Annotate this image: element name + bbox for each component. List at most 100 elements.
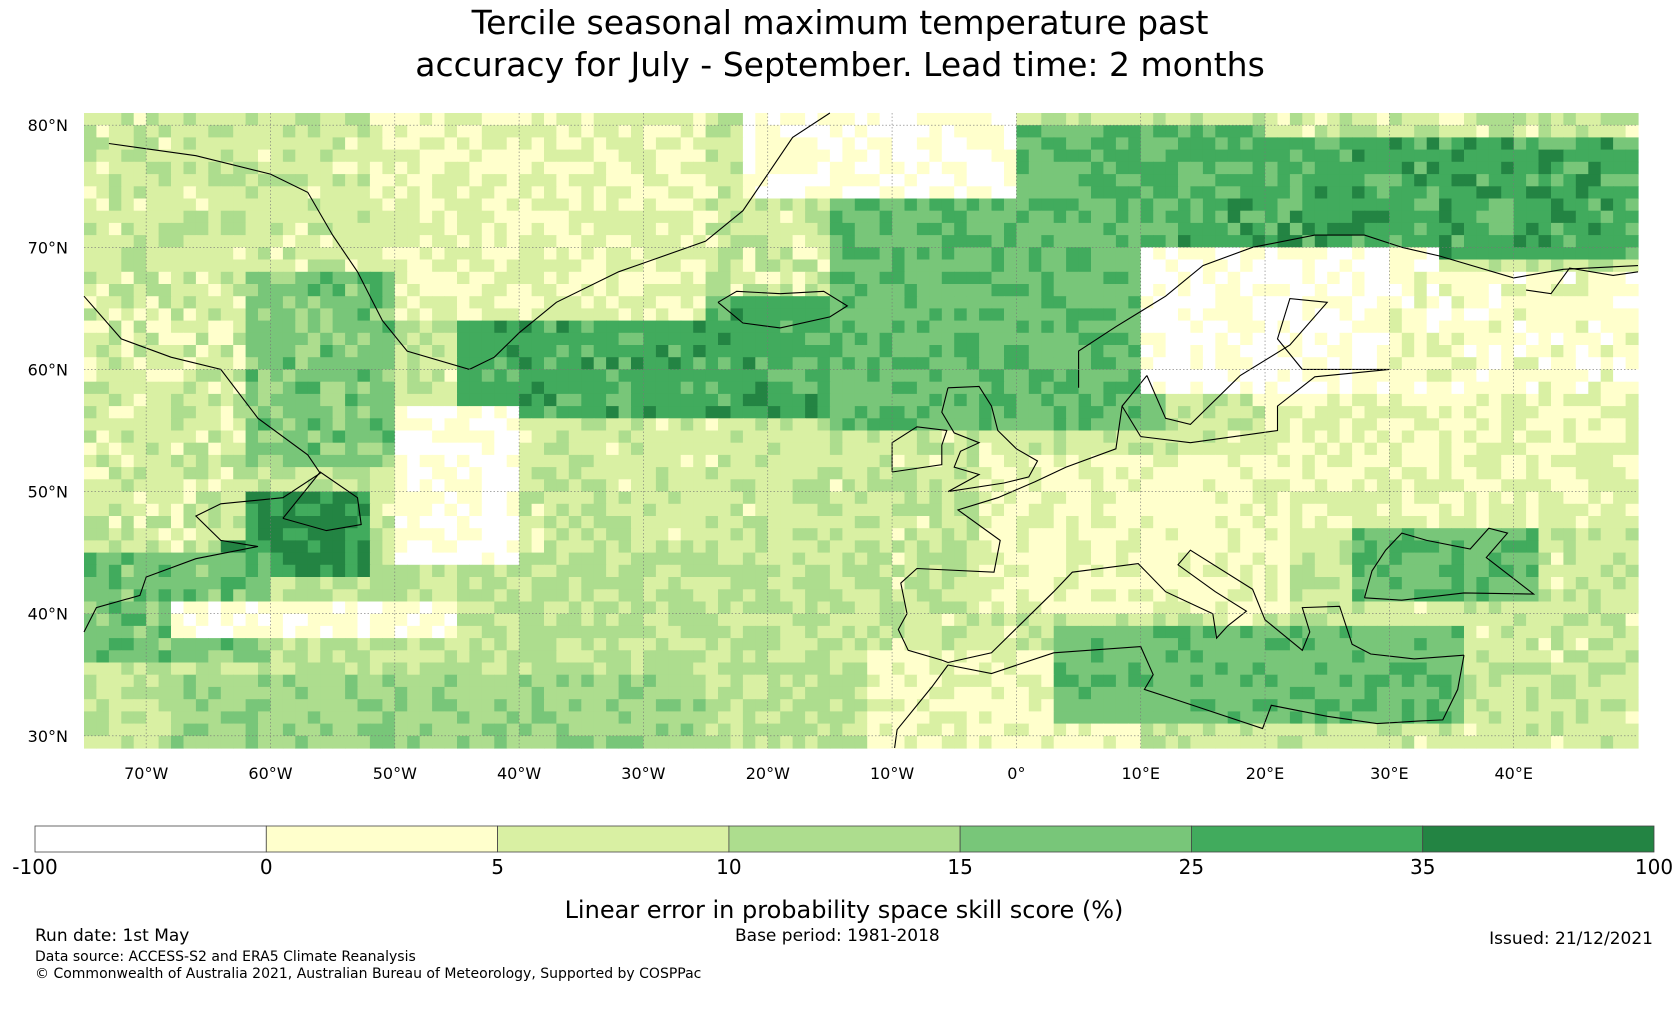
skill-cell (966, 528, 980, 541)
skill-cell (531, 503, 545, 517)
skill-cell (643, 369, 657, 383)
skill-cell (1202, 540, 1216, 554)
skill-cell (382, 503, 396, 517)
skill-cell (1439, 137, 1453, 151)
skill-cell (568, 369, 582, 383)
skill-cell (1488, 222, 1502, 236)
skill-cell (270, 186, 284, 200)
skill-cell (1488, 210, 1502, 224)
skill-cell (1551, 418, 1564, 432)
skill-cell (519, 259, 533, 273)
skill-cell (1575, 113, 1589, 126)
skill-cell (320, 198, 334, 212)
skill-cell (1302, 149, 1316, 163)
skill-cell (1600, 552, 1614, 566)
skill-cell (1588, 430, 1602, 444)
skill-cell (208, 320, 222, 334)
skill-cell (121, 186, 135, 200)
skill-cell (1115, 406, 1129, 419)
skill-cell (1613, 552, 1627, 566)
skill-cell (1426, 271, 1440, 285)
skill-cell (792, 198, 806, 212)
skill-cell (171, 418, 184, 432)
skill-cell (1004, 149, 1017, 163)
skill-cell (693, 149, 707, 163)
skill-cell (1277, 442, 1291, 456)
skill-cell (1551, 454, 1564, 468)
skill-cell (1004, 210, 1017, 224)
skill-cell (606, 125, 620, 138)
skill-cell (295, 198, 309, 212)
skill-cell (1575, 357, 1589, 370)
skill-cell (195, 198, 209, 212)
skill-cell (1240, 454, 1254, 468)
skill-cell (369, 308, 383, 322)
skill-cell (494, 516, 508, 529)
skill-cell (780, 308, 794, 322)
skill-cell (1588, 564, 1602, 578)
skill-cell (904, 589, 918, 603)
skill-cell (544, 369, 557, 383)
skill-cell (879, 357, 893, 370)
skill-cell (655, 516, 669, 529)
skill-cell (531, 345, 545, 358)
skill-cell (1352, 235, 1366, 248)
skill-cell (966, 418, 980, 432)
skill-cell (854, 589, 868, 603)
skill-cell (1314, 222, 1328, 236)
skill-cell (84, 137, 97, 151)
skill-cell (369, 161, 383, 175)
skill-cell (320, 284, 334, 297)
skill-cell (1401, 430, 1415, 444)
skill-cell (1575, 320, 1589, 334)
skill-cell (805, 564, 819, 578)
skill-cell (1352, 564, 1366, 578)
skill-cell (991, 589, 1005, 603)
skill-cell (457, 296, 470, 309)
skill-cell (1327, 308, 1341, 322)
skill-cell (879, 125, 893, 138)
skill-cell (158, 564, 172, 578)
skill-cell (1551, 528, 1564, 541)
skill-cell (1016, 161, 1030, 175)
skill-cell (680, 174, 694, 187)
skill-cell (108, 369, 122, 383)
skill-cell (705, 381, 719, 395)
skill-cell (1488, 137, 1502, 151)
skill-cell (1376, 161, 1390, 175)
skill-cell (1389, 577, 1403, 590)
skill-cell (233, 259, 247, 273)
skill-cell (1277, 284, 1291, 297)
skill-cell (693, 113, 707, 126)
skill-cell (96, 503, 110, 517)
skill-cell (568, 284, 582, 297)
skill-cell (966, 430, 980, 444)
skill-cell (1227, 406, 1241, 419)
skill-cell (668, 369, 682, 383)
skill-cell (742, 198, 756, 212)
skill-cell (1078, 467, 1092, 480)
skill-cell (96, 308, 110, 322)
skill-cell (469, 357, 483, 370)
skill-cell (1066, 393, 1080, 407)
skill-cell (655, 479, 669, 493)
skill-cell (1538, 491, 1552, 505)
skill-cell (1314, 393, 1328, 407)
skill-cell (892, 369, 906, 383)
skill-cell (954, 503, 968, 517)
skill-cell (519, 308, 533, 322)
skill-cell (1563, 381, 1577, 395)
skill-cell (867, 503, 881, 517)
skill-cell (382, 564, 396, 578)
skill-cell (1016, 345, 1030, 358)
skill-cell (1053, 161, 1067, 175)
skill-cell (1575, 149, 1589, 163)
skill-cell (1115, 516, 1129, 529)
skill-cell (829, 528, 843, 541)
skill-cell (1613, 296, 1627, 309)
skill-cell (631, 516, 644, 529)
skill-cell (419, 161, 433, 175)
skill-cell (171, 577, 184, 590)
skill-cell (941, 161, 955, 175)
skill-cell (108, 210, 122, 224)
